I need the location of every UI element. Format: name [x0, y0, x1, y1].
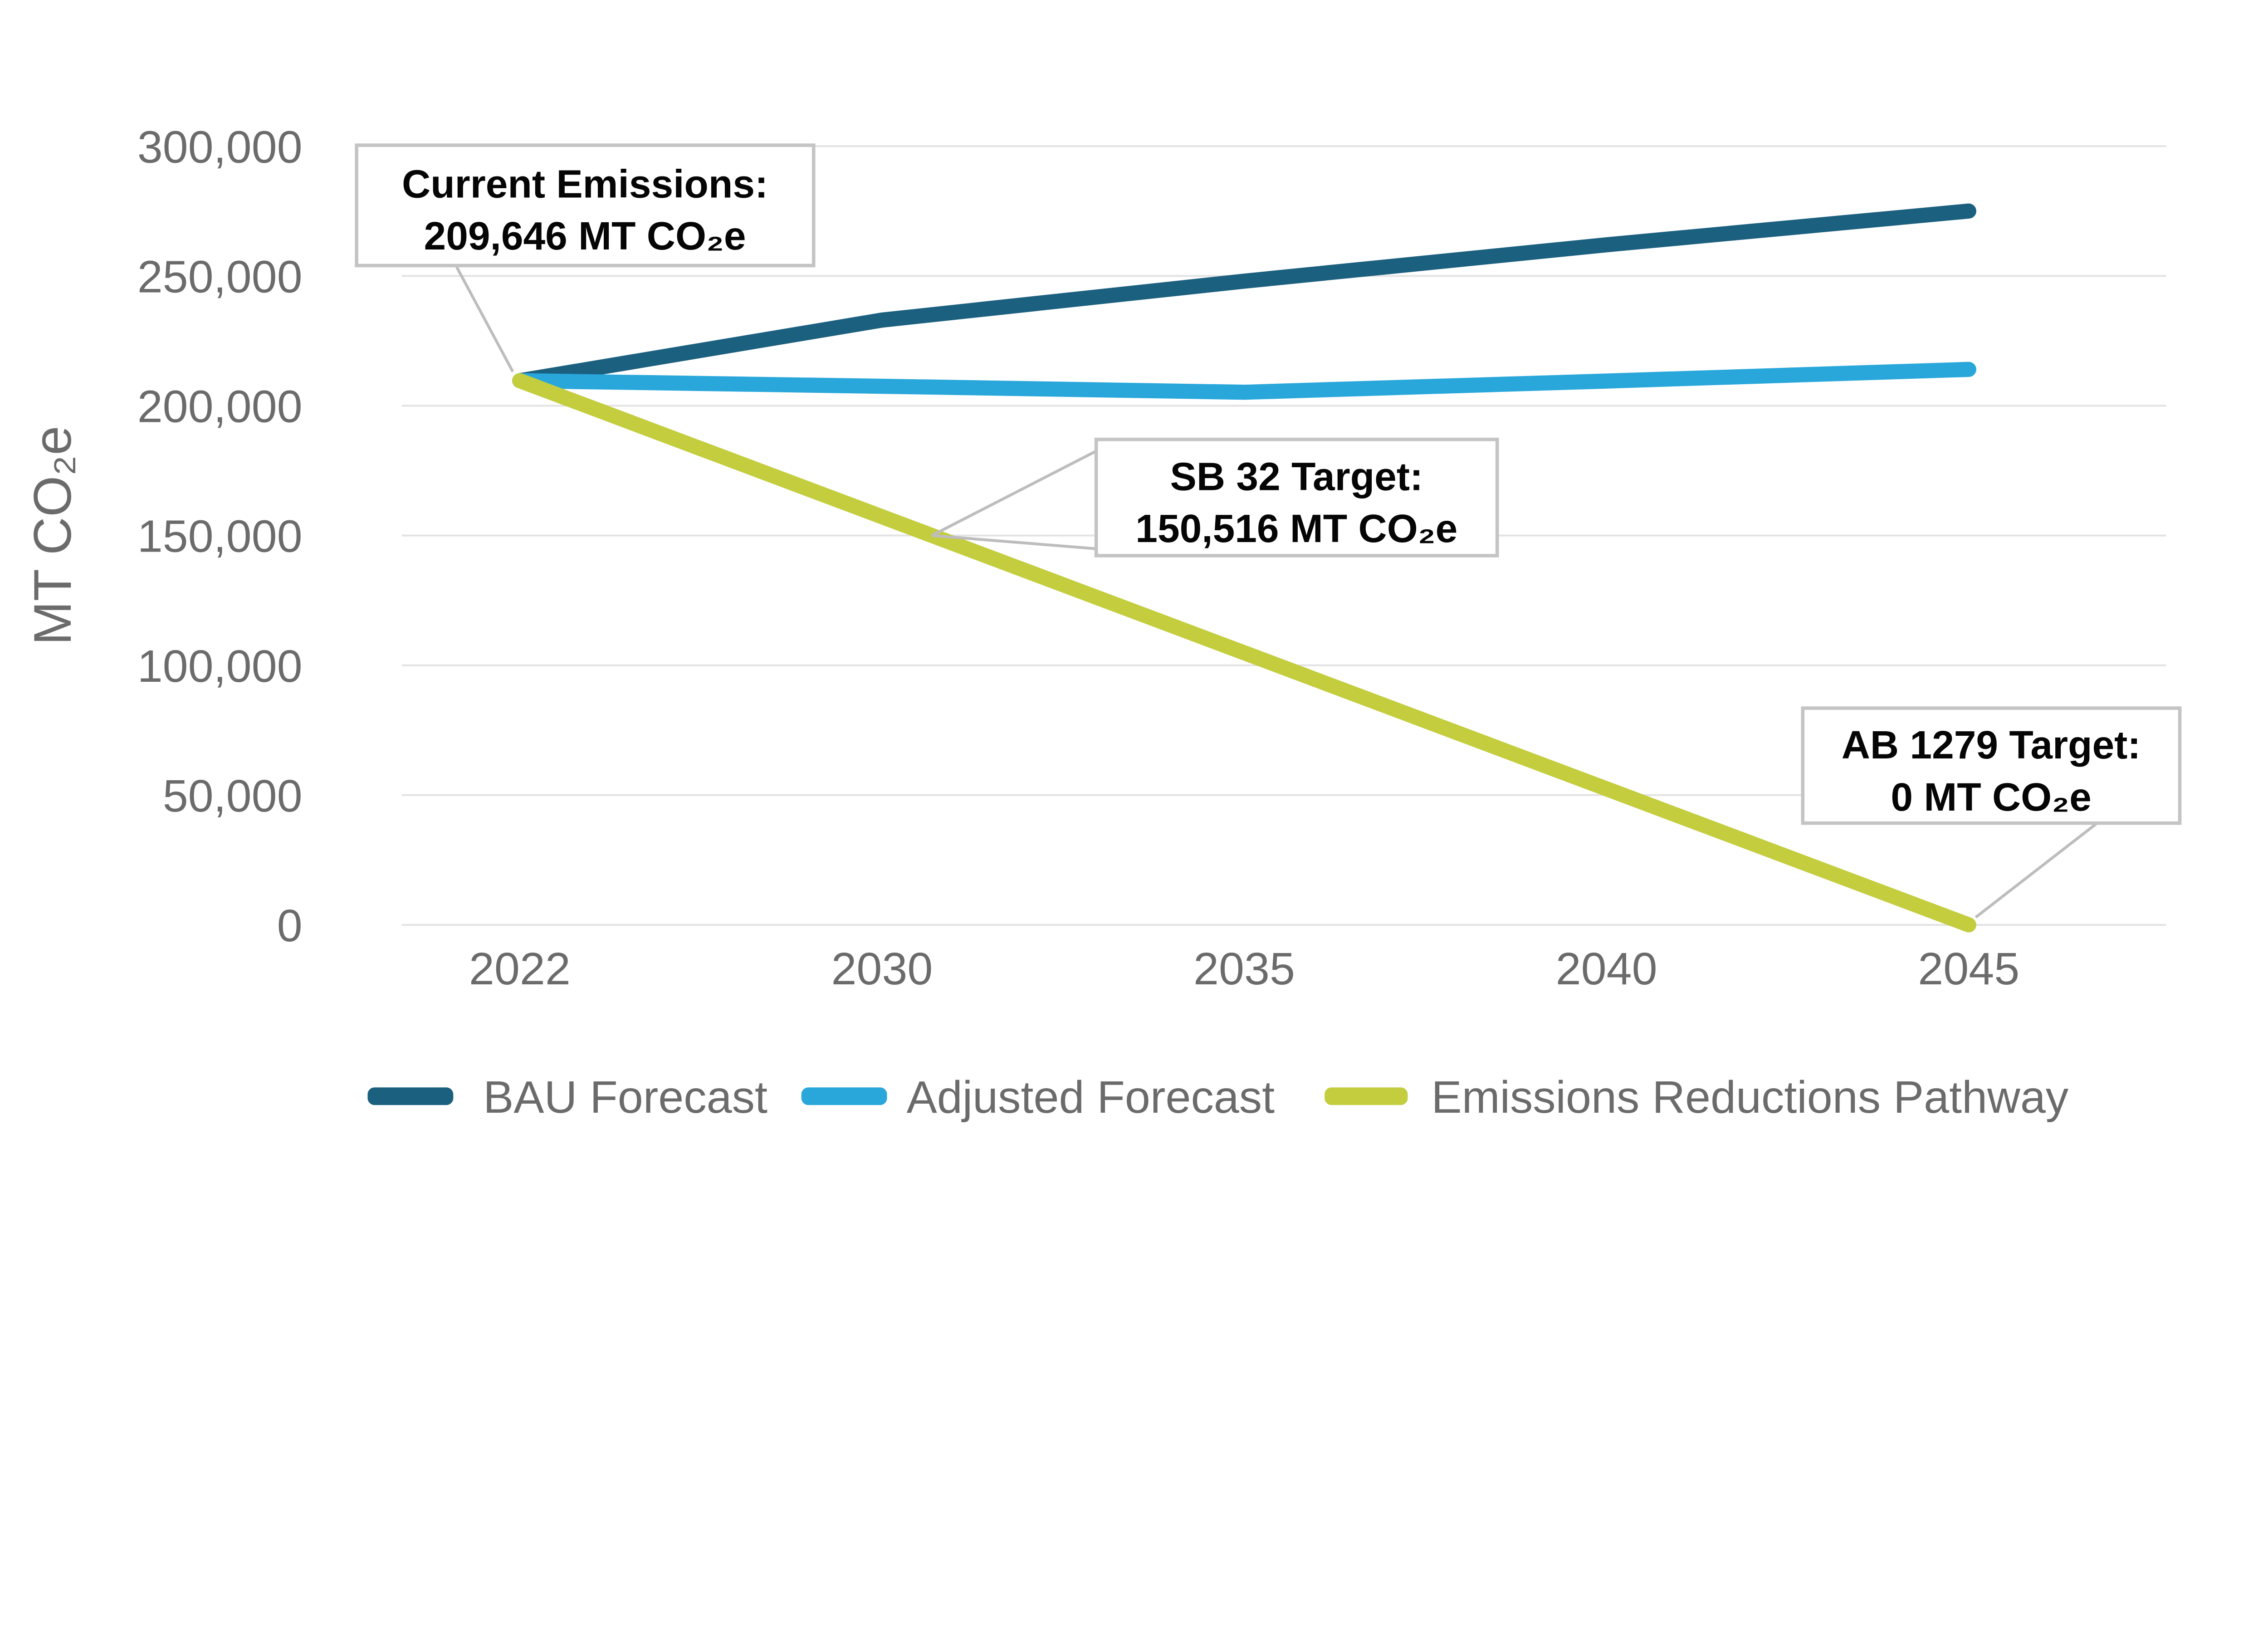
legend-label-emissions-reductions-pathway: Emissions Reductions Pathway: [1432, 1072, 2069, 1123]
annotation-ab1279-target-line1: AB 1279 Target:: [1842, 723, 2141, 767]
annotation-sb32-target-box: [1094, 437, 1499, 557]
leader-ab1279: [1975, 822, 2097, 919]
legend-swatch-emissions-reductions-pathway: [1325, 1087, 1408, 1105]
annotation-sb32-target: SB 32 Target: 150,516 MT CO₂e: [1094, 437, 1499, 557]
annotation-current-emissions: Current Emissions: 209,646 MT CO₂e: [355, 143, 816, 268]
series-line-bau-forecast: [512, 203, 1976, 388]
series-line-adjusted-forecast: [512, 362, 1976, 400]
y-axis-title: MT CO₂e: [23, 426, 82, 645]
annotation-current-emissions-line2: 209,646 MT CO₂e: [424, 214, 746, 258]
legend-item-adjusted-forecast: Adjusted Forecast: [801, 1072, 1275, 1123]
x-tick-2040: 2040: [1556, 944, 1657, 994]
annotation-sb32-target-line2: 150,516 MT CO₂e: [1135, 506, 1457, 551]
x-tick-2045: 2045: [1918, 944, 2019, 994]
legend-label-bau-forecast: BAU Forecast: [483, 1072, 767, 1123]
annotation-ab1279-target-box: [1801, 706, 2182, 825]
legend-item-bau-forecast: BAU Forecast: [367, 1072, 767, 1123]
y-tick-300000: 300,000: [137, 122, 303, 172]
y-tick-0: 0: [277, 900, 303, 951]
annotation-current-emissions-line1: Current Emissions:: [402, 161, 768, 206]
leader-current-emissions: [455, 266, 514, 372]
x-axis-tick-labels: 2022 2030 2035 2040 2045: [469, 944, 2019, 994]
y-axis-tick-labels: 300,000 250,000 200,000 150,000 100,000 …: [137, 122, 303, 951]
annotation-sb32-target-line1: SB 32 Target:: [1170, 455, 1423, 499]
chart-legend: BAU Forecast Adjusted Forecast Emissions…: [367, 1072, 2069, 1123]
legend-label-adjusted-forecast: Adjusted Forecast: [907, 1072, 1275, 1123]
y-tick-200000: 200,000: [137, 381, 303, 432]
leader-sb32-lower: [931, 534, 1096, 550]
annotation-leader-lines: [455, 266, 2097, 919]
series-line-emissions-reductions-pathway: [512, 373, 1976, 933]
legend-swatch-bau-forecast: [367, 1087, 454, 1105]
y-tick-100000: 100,000: [137, 641, 303, 692]
y-tick-150000: 150,000: [137, 511, 303, 562]
data-series-lines: [512, 203, 1976, 933]
emissions-forecast-line-chart: 300,000 250,000 200,000 150,000 100,000 …: [23, 122, 2182, 1123]
y-tick-250000: 250,000: [137, 251, 303, 302]
y-tick-50000: 50,000: [163, 771, 303, 821]
legend-swatch-adjusted-forecast: [801, 1087, 887, 1105]
annotation-ab1279-target-line2: 0 MT CO₂e: [1891, 775, 2091, 819]
x-tick-2030: 2030: [831, 944, 933, 994]
legend-item-emissions-reductions-pathway: Emissions Reductions Pathway: [1325, 1072, 2069, 1123]
x-tick-2022: 2022: [469, 944, 571, 994]
annotation-ab1279-target: AB 1279 Target: 0 MT CO₂e: [1801, 706, 2182, 825]
leader-sb32-upper: [931, 450, 1097, 537]
annotation-current-emissions-box: [355, 143, 816, 268]
x-tick-2035: 2035: [1193, 944, 1295, 994]
